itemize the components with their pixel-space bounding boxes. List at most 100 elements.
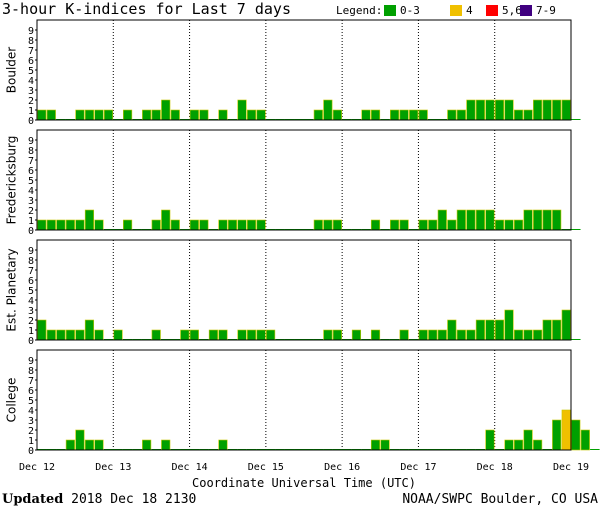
y-tick-label: 3 bbox=[28, 86, 34, 97]
k-index-bar bbox=[466, 209, 476, 231]
k-index-bar bbox=[390, 109, 400, 121]
k-index-bar bbox=[580, 429, 590, 451]
k-index-bar bbox=[218, 439, 228, 451]
k-index-bar bbox=[485, 319, 495, 341]
y-tick-label: 3 bbox=[28, 416, 34, 427]
k-index-bar bbox=[552, 419, 562, 451]
k-index-bar bbox=[46, 219, 56, 231]
k-index-bar bbox=[466, 99, 476, 121]
k-index-bar bbox=[84, 209, 95, 231]
legend-text-4: 4 bbox=[466, 4, 473, 17]
k-index-bar bbox=[428, 219, 438, 231]
updated-label: Updated bbox=[2, 492, 64, 507]
k-index-bar bbox=[256, 109, 266, 121]
y-tick-label: 3 bbox=[28, 196, 34, 207]
k-index-bar bbox=[504, 309, 514, 341]
k-index-bar bbox=[323, 329, 333, 341]
k-index-bar bbox=[370, 219, 381, 231]
k-index-bar bbox=[523, 329, 533, 341]
k-index-bar bbox=[170, 109, 180, 121]
k-index-bar bbox=[65, 439, 75, 451]
k-index-bar bbox=[246, 329, 257, 341]
k-index-bar bbox=[552, 209, 562, 231]
k-index-bar bbox=[542, 209, 552, 231]
k-index-bar bbox=[142, 109, 152, 121]
y-tick-label: 7 bbox=[28, 46, 34, 57]
k-index-bar bbox=[37, 219, 47, 231]
x-tick-label: Dec 17 bbox=[400, 462, 436, 473]
k-index-bar bbox=[456, 109, 466, 121]
y-tick-label: 7 bbox=[28, 376, 34, 387]
panel-label: Est. Planetary bbox=[5, 248, 19, 331]
k-index-bar bbox=[84, 109, 95, 121]
k-index-bar bbox=[113, 329, 123, 341]
k-index-bar bbox=[513, 329, 524, 341]
y-tick-label: 7 bbox=[28, 156, 34, 167]
y-tick-label: 2 bbox=[28, 426, 34, 437]
y-tick-label: 8 bbox=[28, 146, 34, 157]
k-index-bar bbox=[37, 109, 47, 121]
k-index-bar bbox=[161, 99, 171, 121]
k-index-bar bbox=[46, 329, 56, 341]
k-index-bar bbox=[65, 329, 75, 341]
x-tick-label: Dec 15 bbox=[248, 462, 284, 473]
panel-label: Fredericksburg bbox=[5, 136, 19, 225]
k-index-bar bbox=[399, 109, 409, 121]
k-index-bar bbox=[256, 329, 266, 341]
legend-text-0-3: 0-3 bbox=[400, 4, 420, 17]
k-index-bar bbox=[428, 329, 438, 341]
y-tick-label: 4 bbox=[28, 406, 34, 417]
k-index-bar bbox=[494, 319, 505, 341]
y-tick-label: 0 bbox=[28, 446, 34, 457]
chart-title: 3-hour K-indices for Last 7 days bbox=[2, 0, 291, 18]
k-index-bar bbox=[533, 209, 543, 231]
k-index-bar bbox=[475, 209, 485, 231]
k-index-bar bbox=[456, 209, 466, 231]
k-index-bar bbox=[189, 329, 199, 341]
k-index-bar bbox=[256, 219, 266, 231]
y-tick-label: 0 bbox=[28, 226, 34, 237]
x-tick-label: Dec 13 bbox=[95, 462, 131, 473]
k-index-bar bbox=[75, 109, 85, 121]
x-tick-label: Dec 12 bbox=[19, 462, 55, 473]
x-axis-label: Coordinate Universal Time (UTC) bbox=[192, 476, 416, 490]
y-tick-label: 4 bbox=[28, 186, 34, 197]
k-index-bar bbox=[399, 219, 409, 231]
k-index-bar bbox=[351, 329, 362, 341]
y-tick-label: 8 bbox=[28, 366, 34, 377]
k-index-bar bbox=[199, 219, 209, 231]
k-index-bar bbox=[561, 99, 571, 121]
k-index-bar bbox=[523, 209, 533, 231]
y-tick-label: 2 bbox=[28, 316, 34, 327]
k-index-bar bbox=[370, 109, 381, 121]
k-index-bar bbox=[227, 219, 238, 231]
k-index-bar bbox=[56, 219, 66, 231]
y-tick-label: 1 bbox=[28, 216, 34, 227]
x-tick-label: Dec 14 bbox=[172, 462, 208, 473]
k-index-bar bbox=[456, 329, 466, 341]
k-index-bar bbox=[75, 329, 85, 341]
k-index-bar bbox=[94, 329, 104, 341]
k-index-bar bbox=[485, 99, 495, 121]
k-index-bar bbox=[123, 219, 133, 231]
k-index-bar bbox=[151, 219, 161, 231]
k-index-bar bbox=[370, 439, 381, 451]
x-tick-label: Dec 18 bbox=[477, 462, 513, 473]
k-index-bar bbox=[65, 219, 75, 231]
y-tick-label: 9 bbox=[28, 26, 34, 37]
k-index-bar bbox=[323, 219, 333, 231]
k-index-bar bbox=[46, 109, 56, 121]
k-index-bar bbox=[494, 99, 505, 121]
k-index-bar bbox=[494, 219, 505, 231]
y-tick-label: 3 bbox=[28, 306, 34, 317]
k-index-bar bbox=[513, 439, 524, 451]
k-index-bar bbox=[370, 329, 381, 341]
k-index-bar bbox=[151, 109, 161, 121]
x-tick-label: Dec 16 bbox=[324, 462, 360, 473]
k-index-bar bbox=[161, 439, 171, 451]
k-index-bar bbox=[437, 209, 447, 231]
k-index-bar bbox=[75, 429, 85, 451]
y-tick-label: 0 bbox=[28, 336, 34, 347]
